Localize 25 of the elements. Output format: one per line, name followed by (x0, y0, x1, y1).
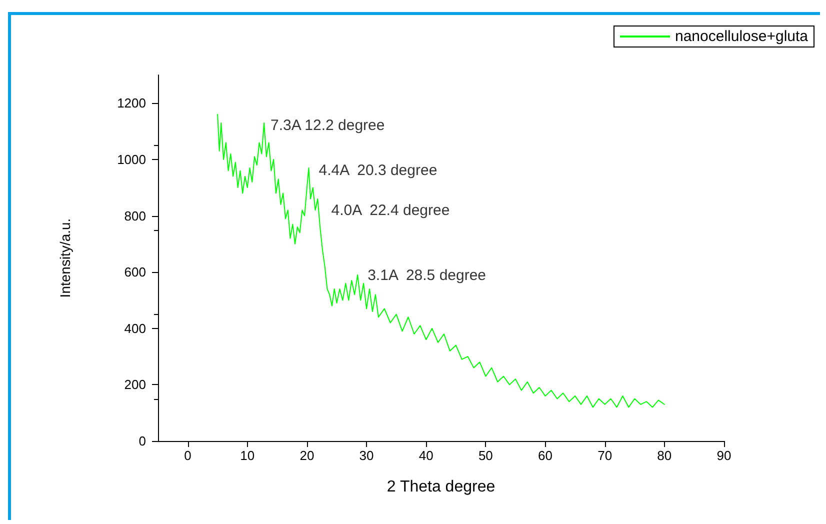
x-axis-title: 2 Theta degree (386, 478, 496, 496)
y-tick-label: 800 (124, 208, 146, 224)
y-tick-label: 0 (138, 434, 146, 448)
x-tick-label: 40 (418, 448, 434, 463)
y-axis-title: Intensity/a.u. (57, 218, 73, 298)
x-tick-label: 60 (538, 448, 552, 463)
x-tick-label: 80 (657, 448, 672, 463)
legend-label: nanocellulose+gluta (674, 28, 809, 45)
y-tick-label: 1000 (117, 152, 146, 167)
y-tick-label: 200 (124, 377, 146, 392)
annotation: 3.1A 28.5 degree (368, 266, 486, 284)
x-tick-label: 90 (716, 448, 732, 463)
x-tick-label: 0 (184, 448, 192, 463)
annotation: 4.0A 22.4 degree (331, 202, 450, 220)
x-tick-label: 50 (478, 448, 493, 463)
annotation: 7.3A 12.2 degree (270, 117, 385, 134)
y-tick-label: 1200 (117, 96, 146, 111)
line-series (217, 114, 665, 408)
x-tick-label: 70 (598, 448, 612, 463)
y-tick-label: 400 (124, 320, 146, 336)
x-tick-label: 10 (240, 448, 255, 463)
annotation: 4.4A 20.3 degree (318, 162, 438, 180)
x-tick-label: 20 (300, 448, 314, 463)
x-tick-label: 30 (359, 448, 374, 463)
y-tick-label: 600 (124, 264, 146, 280)
